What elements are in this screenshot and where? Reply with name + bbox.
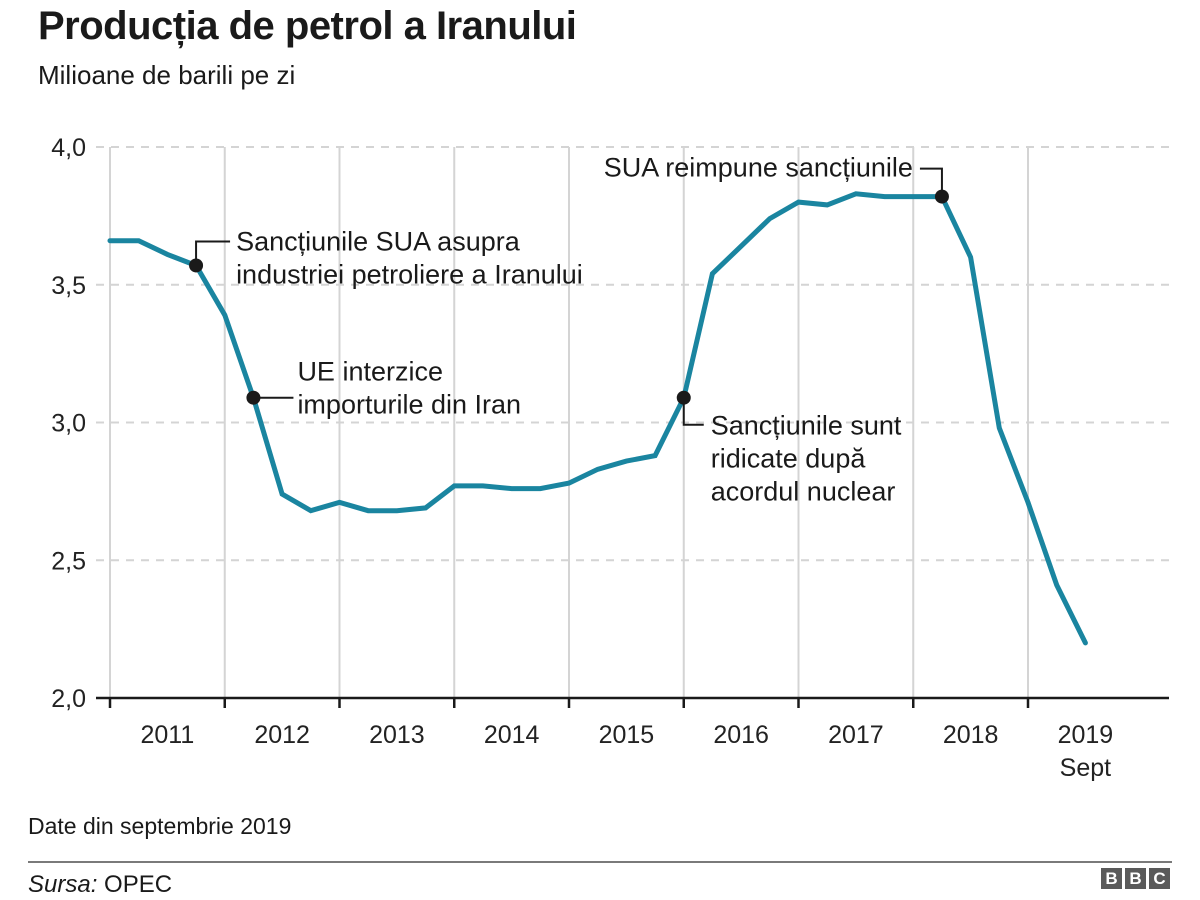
annotation-text: industriei petroliere a Iranului bbox=[236, 259, 583, 289]
data-date-note: Date din septembrie 2019 bbox=[28, 813, 292, 839]
y-tick-label: 4,0 bbox=[51, 134, 86, 162]
y-tick-label: 3,5 bbox=[51, 272, 86, 300]
data-point bbox=[567, 481, 572, 486]
annotation-marker bbox=[189, 258, 204, 273]
annotation: SUA reimpune sancțiunile bbox=[604, 153, 949, 204]
data-point bbox=[853, 191, 858, 196]
annotation-text: importurile din Iran bbox=[297, 390, 521, 420]
data-point bbox=[882, 194, 887, 199]
data-point bbox=[796, 200, 801, 205]
bbc-logo-letter: C bbox=[1149, 868, 1170, 889]
data-point bbox=[280, 492, 285, 497]
data-point bbox=[624, 459, 629, 464]
annotation-leader-line bbox=[195, 240, 231, 266]
y-tick-label: 2,5 bbox=[51, 547, 86, 575]
annotation-text: ridicate după bbox=[711, 444, 867, 474]
annotation-text: acordul nuclear bbox=[711, 477, 896, 507]
data-point bbox=[337, 500, 342, 505]
annotation-marker bbox=[934, 189, 949, 204]
data-point bbox=[1054, 583, 1059, 588]
source-value: OPEC bbox=[104, 871, 173, 898]
data-point bbox=[165, 252, 170, 257]
grid bbox=[96, 146, 1172, 698]
data-point bbox=[825, 202, 830, 207]
annotation-text: SUA reimpune sancțiunile bbox=[604, 153, 913, 183]
data-point bbox=[108, 238, 113, 243]
y-tick-label: 2,0 bbox=[51, 685, 86, 713]
annotation-marker bbox=[676, 390, 691, 405]
source-line: Sursa: OPEC bbox=[28, 871, 172, 899]
footer-divider bbox=[28, 861, 1172, 863]
chart-title: Producția de petrol a Iranului bbox=[38, 4, 577, 48]
annotation-leader-line bbox=[682, 397, 704, 426]
data-point bbox=[423, 505, 428, 510]
data-point bbox=[739, 244, 744, 249]
data-point bbox=[452, 483, 457, 488]
data-point bbox=[595, 467, 600, 472]
x-tick-label: 2011 bbox=[140, 721, 194, 749]
data-point bbox=[222, 313, 227, 318]
x-tick-label: 2016 bbox=[713, 721, 769, 749]
x-tick-label: 2014 bbox=[484, 721, 540, 749]
annotation-text: Sancțiunile sunt bbox=[711, 411, 902, 441]
data-point bbox=[394, 508, 399, 513]
data-point bbox=[653, 453, 658, 458]
data-point bbox=[997, 426, 1002, 431]
bbc-logo-letter: B bbox=[1125, 868, 1146, 889]
series-line bbox=[107, 191, 1088, 646]
data-point bbox=[509, 486, 514, 491]
bbc-logo-letter: B bbox=[1101, 868, 1122, 889]
data-point bbox=[968, 255, 973, 260]
data-point bbox=[136, 238, 141, 243]
y-tick-label: 3,0 bbox=[51, 410, 86, 438]
x-tick-label: 2017 bbox=[828, 721, 884, 749]
x-tick-label: 2015 bbox=[599, 721, 655, 749]
x-tick-sublabel: Sept bbox=[1060, 754, 1111, 782]
source-label: Sursa: bbox=[28, 871, 98, 898]
x-tick-label: 2012 bbox=[254, 721, 310, 749]
axes: 2,0 2,5 3,0 3,5 4,0 2011 2012 2013 2014 2015 2016 2… bbox=[51, 134, 1169, 782]
data-point bbox=[308, 508, 313, 513]
data-point bbox=[480, 483, 485, 488]
annotation-leader-line bbox=[919, 167, 943, 197]
data-point bbox=[767, 216, 772, 221]
data-point bbox=[1026, 500, 1031, 505]
line-chart: 2,0 2,5 3,0 3,5 4,0 2011 2012 2013 2014 2015 2016 2… bbox=[51, 134, 1172, 782]
data-point bbox=[1083, 640, 1088, 645]
series-layer bbox=[107, 191, 1088, 646]
bbc-logo: B B C bbox=[1101, 868, 1170, 889]
data-point bbox=[911, 194, 916, 199]
data-point bbox=[710, 271, 715, 276]
annotation-marker bbox=[246, 390, 261, 405]
x-tick-label: 2019 bbox=[1058, 721, 1114, 749]
data-point bbox=[366, 508, 371, 513]
x-tick-label: 2018 bbox=[943, 721, 999, 749]
annotation-text: UE interzice bbox=[297, 357, 443, 387]
data-point bbox=[538, 486, 543, 491]
x-tick-label: 2013 bbox=[369, 721, 425, 749]
chart-subtitle: Milioane de barili pe zi bbox=[38, 60, 296, 90]
annotation-text: Sancțiunile SUA asupra bbox=[236, 226, 521, 256]
